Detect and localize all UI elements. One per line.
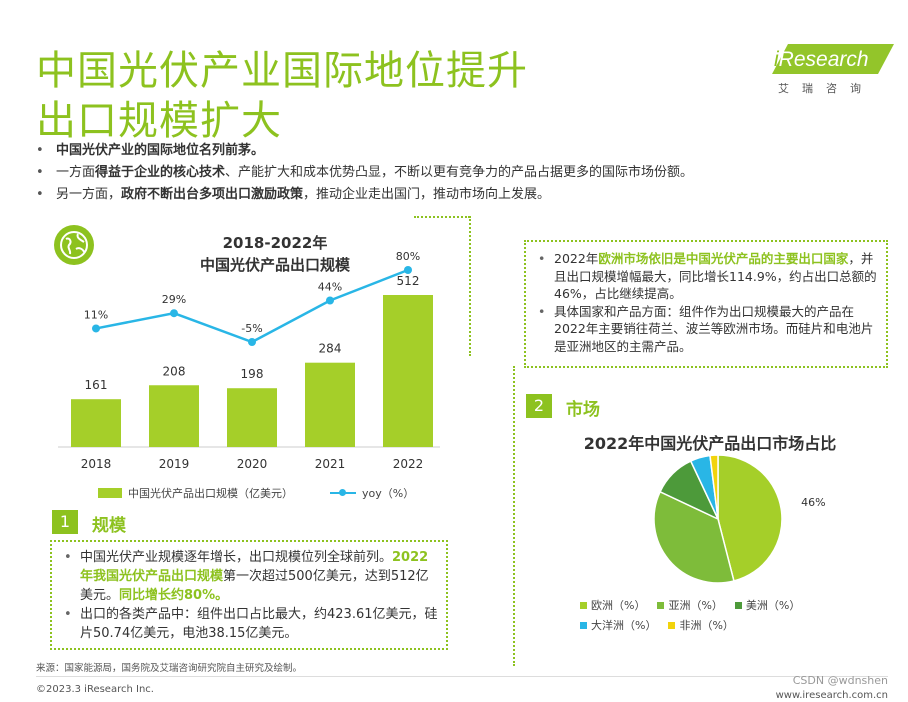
yoy-value-label: 44%	[318, 280, 342, 293]
page-title: 中国光伏产业国际地位提升 出口规模扩大	[36, 46, 528, 146]
pie-slice	[709, 454, 719, 520]
pie-legend-item: 欧洲（%）	[580, 597, 645, 613]
yoy-line	[95, 268, 409, 344]
bar-2019	[149, 385, 199, 447]
pie-slice	[653, 490, 735, 584]
copyright: ©2023.3 iResearch Inc.	[36, 684, 154, 695]
scale-notes-box: 中国光伏产业规模逐年增长，出口规模位列全球前列。2022年我国光伏产品出口规模第…	[50, 540, 448, 650]
pie-legend-item: 非洲（%）	[668, 617, 734, 633]
pie-slice-label: 46%	[801, 496, 825, 509]
bar-value-label: 512	[397, 274, 420, 288]
pie-legend-item: 亚洲（%）	[657, 597, 723, 613]
market-note-2: 具体国家和产品方面：组件作为出口规模最大的产品在2022年主要销往荷兰、波兰等欧…	[538, 303, 880, 356]
bar-2022	[383, 295, 433, 447]
website-link[interactable]: www.iresearch.com.cn	[775, 690, 888, 701]
pie-legend-swatch	[734, 601, 742, 609]
logo-brand: Research	[778, 48, 869, 71]
connector-line	[414, 216, 470, 218]
legend-line: yoy（%）	[330, 485, 414, 501]
bar-2020	[227, 388, 277, 447]
yoy-point	[170, 309, 178, 318]
pie-slice	[689, 454, 719, 520]
export-chart-title: 2018-2022年 中国光伏产品出口规模	[199, 234, 350, 274]
legend-bar-swatch	[98, 488, 122, 498]
yoy-point	[326, 296, 334, 305]
section-1-label: 规模	[92, 516, 126, 536]
yoy-point	[92, 324, 100, 333]
bar-value-label: 284	[319, 342, 342, 356]
page-title-line1: 中国光伏产业国际地位提升	[36, 48, 528, 94]
bar-value-label: 208	[163, 364, 186, 378]
x-tick-label: 2022	[393, 457, 424, 471]
pie-legend: 欧洲（%） 亚洲（%） 美洲（%） 大洋洲（%） 非洲（%）	[580, 597, 800, 637]
pie-legend-swatch	[657, 601, 665, 609]
legend-line-swatch	[330, 489, 356, 496]
section-1-number: 1	[52, 510, 78, 534]
intro-bullet-1: 中国光伏产业的国际地位名列前茅。	[36, 140, 693, 162]
scale-note-1: 中国光伏产业规模逐年增长，出口规模位列全球前列。2022年我国光伏产品出口规模第…	[64, 548, 438, 605]
market-notes-box: 2022年欧洲市场依旧是中国光伏产品的主要出口国家，并且出口规模增幅最大，同比增…	[524, 240, 888, 368]
bar-value-label: 198	[241, 367, 264, 381]
intro-bullet-3: 另一方面，政府不断出台多项出口激励政策，推动企业走出国门，推动市场向上发展。	[36, 184, 693, 206]
connector-line	[469, 216, 471, 356]
x-tick-label: 2021	[315, 457, 346, 471]
yoy-value-label: -5%	[241, 322, 262, 335]
pie-legend-swatch	[580, 601, 587, 609]
legend-bar: 中国光伏产品出口规模（亿美元）	[98, 485, 293, 501]
yoy-point	[248, 338, 256, 346]
yoy-point	[404, 266, 412, 274]
bar-2021	[305, 362, 355, 447]
pie-legend-swatch	[668, 621, 676, 629]
section-2-number: 2	[526, 394, 552, 418]
footer-divider	[36, 676, 888, 677]
pie-legend-item: 大洋洲（%）	[580, 617, 656, 633]
globe-icon	[54, 225, 94, 265]
legend-line-label: yoy（%）	[362, 487, 415, 500]
connector-line	[513, 366, 515, 666]
source-note: 来源：国家能源局，国务院及艾瑞咨询研究院自主研究及绘制。	[36, 663, 303, 674]
bar-2018	[71, 399, 121, 447]
page-title-line2: 出口规模扩大	[36, 98, 282, 144]
pie-slice	[717, 454, 783, 582]
pie-slice	[659, 460, 720, 521]
iresearch-logo: iResearch 艾瑞咨询	[772, 44, 894, 96]
x-tick-label: 2019	[159, 457, 190, 471]
watermark: CSDN @wdnshen	[792, 674, 888, 687]
scale-note-2: 出口的各类产品中：组件出口占比最大，约423.61亿美元，硅片50.74亿美元，…	[64, 605, 438, 643]
intro-bullet-2: 一方面得益于企业的核心技术、产能扩大和成本优势凸显，不断以更有竞争力的产品占据更…	[36, 162, 693, 184]
intro-bullets: 中国光伏产业的国际地位名列前茅。 一方面得益于企业的核心技术、产能扩大和成本优势…	[36, 140, 693, 206]
pie-legend-swatch	[580, 621, 587, 629]
pie-legend-item: 美洲（%）	[734, 597, 800, 613]
bar-value-label: 161	[85, 378, 108, 392]
pie-chart-title: 2022年中国光伏产品出口市场占比	[583, 434, 837, 453]
yoy-value-label: 29%	[162, 293, 186, 306]
legend-bar-label: 中国光伏产品出口规模（亿美元）	[128, 487, 293, 500]
x-tick-label: 2020	[237, 457, 268, 471]
x-tick-label: 2018	[81, 457, 112, 471]
yoy-value-label: 11%	[84, 308, 108, 321]
market-note-1: 2022年欧洲市场依旧是中国光伏产品的主要出口国家，并且出口规模增幅最大，同比增…	[538, 250, 880, 303]
section-2-label: 市场	[566, 400, 600, 420]
logo-cn: 艾瑞咨询	[778, 82, 874, 95]
logo-i: i	[774, 48, 779, 71]
